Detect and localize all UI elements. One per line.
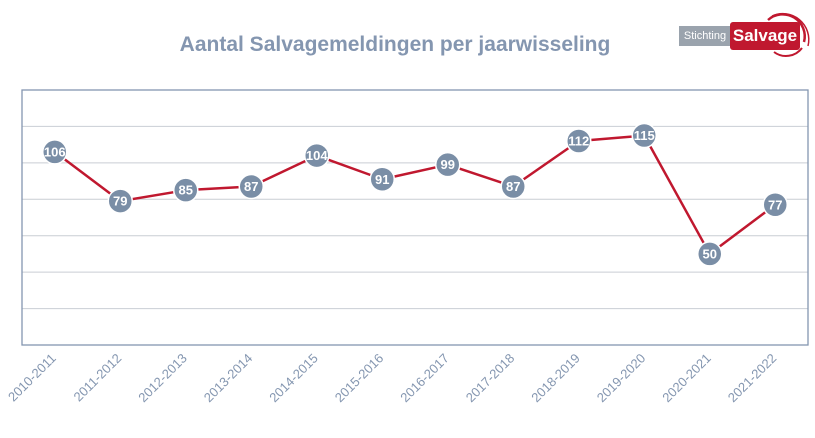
data-label: 85 bbox=[179, 183, 193, 198]
stichting-salvage-logo[interactable]: Stichting Salvage bbox=[676, 8, 810, 63]
data-label: 77 bbox=[768, 197, 782, 212]
x-tick-label: 2017-2018 bbox=[463, 351, 518, 406]
data-point bbox=[304, 142, 330, 169]
x-tick-label: 2011-2012 bbox=[70, 351, 124, 405]
x-tick-label: 2021-2022 bbox=[725, 351, 780, 406]
data-point bbox=[238, 173, 264, 200]
data-label: 112 bbox=[568, 134, 589, 149]
data-label: 104 bbox=[306, 148, 328, 163]
data-label: 106 bbox=[44, 144, 66, 159]
data-point bbox=[435, 151, 461, 178]
chart-title: Aantal Salvagemeldingen per jaarwisselin… bbox=[179, 33, 611, 56]
data-point bbox=[697, 241, 723, 267]
x-tick-label: 2018-2019 bbox=[528, 351, 583, 406]
logo-swoosh-icon bbox=[767, 12, 810, 57]
data-point bbox=[762, 192, 788, 218]
data-point bbox=[369, 166, 395, 192]
x-tick-label: 2010-2011 bbox=[5, 351, 59, 405]
x-tick-label: 2013-2014 bbox=[201, 351, 256, 406]
x-tick-label: 2014-2015 bbox=[266, 351, 321, 406]
x-tick-label: 2020-2021 bbox=[659, 351, 714, 406]
data-point bbox=[500, 173, 526, 200]
data-label: 115 bbox=[634, 128, 655, 143]
plot-frame bbox=[21, 89, 809, 346]
data-point bbox=[631, 122, 657, 149]
data-label: 50 bbox=[703, 246, 717, 261]
data-point bbox=[107, 188, 133, 214]
data-label: 99 bbox=[441, 157, 455, 172]
data-point bbox=[566, 128, 592, 154]
x-tick-label: 2015-2016 bbox=[332, 351, 387, 406]
data-label: 91 bbox=[375, 172, 389, 187]
data-label: 79 bbox=[113, 194, 127, 209]
data-label: 87 bbox=[244, 179, 258, 194]
x-tick-label: 2019-2020 bbox=[594, 351, 649, 406]
x-tick-label: 2016-2017 bbox=[397, 351, 452, 406]
data-point bbox=[42, 139, 68, 165]
x-tick-label: 2012-2013 bbox=[135, 351, 190, 406]
data-label: 87 bbox=[506, 179, 520, 194]
logo-prefix: Stichting bbox=[679, 26, 731, 46]
logo-name: Salvage bbox=[730, 22, 800, 50]
data-point bbox=[173, 177, 199, 203]
